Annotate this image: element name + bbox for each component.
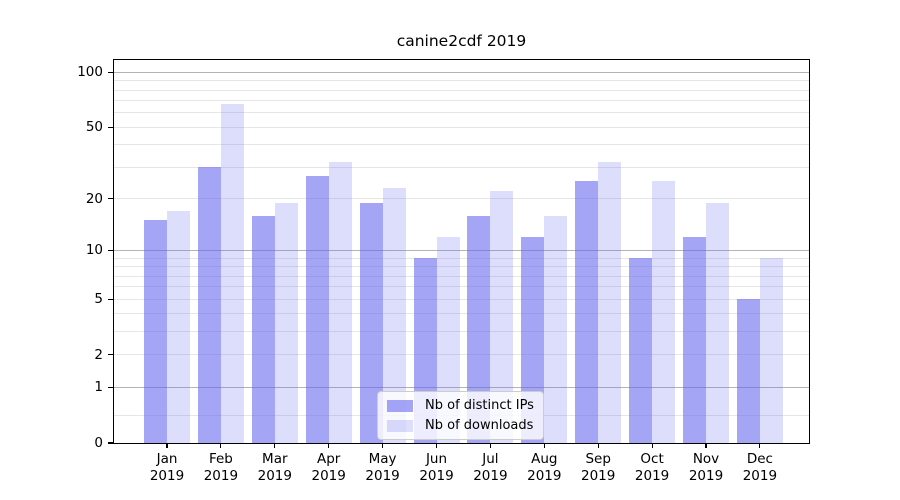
- bar-distinct-ips-feb: [197, 167, 221, 443]
- x-tick-mark: [597, 443, 599, 448]
- bar-downloads-apr: [328, 162, 352, 443]
- x-tick-label: Dec 2019: [742, 451, 778, 484]
- x-tick-label: Jul 2019: [473, 451, 508, 484]
- legend: Nb of distinct IPs Nb of downloads: [377, 391, 544, 440]
- x-tick-label: Jun 2019: [419, 451, 454, 484]
- chart-title: canine2cdf 2019: [396, 32, 527, 50]
- grid-layer: [114, 60, 809, 443]
- legend-item-distinct-ips: Nb of distinct IPs: [387, 397, 534, 414]
- y-tick-mark: [108, 442, 113, 444]
- x-tick-mark: [274, 443, 276, 448]
- gridline-minor: [114, 331, 809, 333]
- bar-distinct-ips-jan: [144, 220, 167, 443]
- bar-distinct-ips-sep: [575, 181, 599, 443]
- y-tick-label: 10: [85, 242, 103, 259]
- x-tick-label: May 2019: [365, 451, 400, 484]
- x-tick-label: Mar 2019: [257, 451, 292, 484]
- bar-downloads-jul: [490, 191, 514, 443]
- x-tick-mark: [651, 443, 653, 448]
- bar-distinct-ips-oct: [629, 258, 653, 443]
- x-tick-mark: [489, 443, 491, 448]
- gridline-minor: [114, 166, 809, 168]
- x-tick-mark: [435, 443, 438, 448]
- x-tick-label: Feb 2019: [203, 451, 239, 484]
- gridline-minor: [114, 112, 809, 114]
- y-tick-mark: [108, 298, 113, 300]
- gridline-minor: [114, 313, 809, 315]
- gridline-minor: [114, 266, 809, 268]
- gridline-minor: [114, 354, 809, 356]
- bar-downloads-aug: [544, 215, 568, 443]
- y-tick-label: 1: [94, 379, 103, 396]
- bar-downloads-sep: [598, 162, 622, 443]
- legend-label-distinct-ips: Nb of distinct IPs: [425, 398, 534, 413]
- bar-downloads-oct: [652, 181, 676, 443]
- gridline-minor: [114, 89, 809, 91]
- bar-downloads-mar: [274, 202, 298, 443]
- y-tick-label: 5: [94, 291, 103, 308]
- y-tick-mark: [108, 71, 113, 74]
- x-tick-mark: [328, 443, 330, 448]
- gridline-minor: [114, 275, 809, 277]
- x-tick-mark: [705, 443, 707, 448]
- bar-distinct-ips-jul: [467, 215, 491, 443]
- plot-area: Nb of distinct IPs Nb of downloads: [113, 59, 810, 444]
- gridline-minor: [114, 286, 809, 288]
- legend-swatch-distinct-ips: [387, 399, 413, 412]
- bar-distinct-ips-apr: [305, 175, 329, 443]
- x-tick-label: Apr 2019: [311, 451, 346, 484]
- gridline-major: [114, 249, 809, 251]
- legend-item-downloads: Nb of downloads: [387, 417, 534, 434]
- x-tick-label: Oct 2019: [634, 451, 670, 484]
- bar-downloads-nov: [706, 202, 729, 443]
- y-tick-mark: [108, 249, 113, 252]
- y-tick-label: 0: [94, 435, 103, 451]
- gridline-major: [114, 386, 809, 388]
- gridline-minor: [114, 257, 809, 259]
- x-tick-mark: [543, 443, 545, 448]
- y-tick-mark: [108, 386, 113, 388]
- x-tick-label: Sep 2019: [581, 451, 616, 484]
- y-tick-mark: [108, 354, 113, 356]
- bar-downloads-may: [382, 187, 406, 443]
- legend-swatch-downloads: [387, 419, 413, 432]
- y-tick-label: 20: [85, 190, 103, 207]
- y-tick-mark: [108, 197, 113, 200]
- gridline-major: [114, 71, 809, 73]
- y-tick-mark: [108, 126, 113, 128]
- bar-downloads-dec: [759, 258, 783, 443]
- x-tick-mark: [166, 443, 168, 448]
- bar-distinct-ips-mar: [251, 215, 275, 443]
- gridline-minor: [114, 298, 809, 300]
- x-tick-mark: [382, 443, 384, 448]
- gridline-minor: [114, 126, 809, 128]
- y-tick-label: 50: [85, 119, 103, 136]
- gridline-minor: [114, 80, 809, 82]
- bar-distinct-ips-dec: [736, 299, 760, 443]
- y-tick-label: 100: [77, 64, 103, 81]
- bar-distinct-ips-nov: [683, 237, 706, 443]
- legend-label-downloads: Nb of downloads: [425, 418, 534, 433]
- x-tick-label: Aug 2019: [527, 451, 562, 484]
- x-tick-label: Nov 2019: [688, 451, 724, 484]
- bar-distinct-ips-may: [359, 202, 383, 443]
- x-tick-mark: [220, 443, 222, 448]
- bar-downloads-jan: [167, 211, 190, 443]
- bar-downloads-feb: [220, 104, 244, 443]
- gridline-minor: [114, 144, 809, 146]
- gridline-minor: [114, 100, 809, 102]
- y-tick-label: 2: [94, 346, 103, 363]
- x-tick-mark: [759, 443, 761, 448]
- gridline-minor: [114, 198, 809, 200]
- bars-layer: [114, 60, 809, 443]
- x-tick-label: Jan 2019: [149, 451, 185, 484]
